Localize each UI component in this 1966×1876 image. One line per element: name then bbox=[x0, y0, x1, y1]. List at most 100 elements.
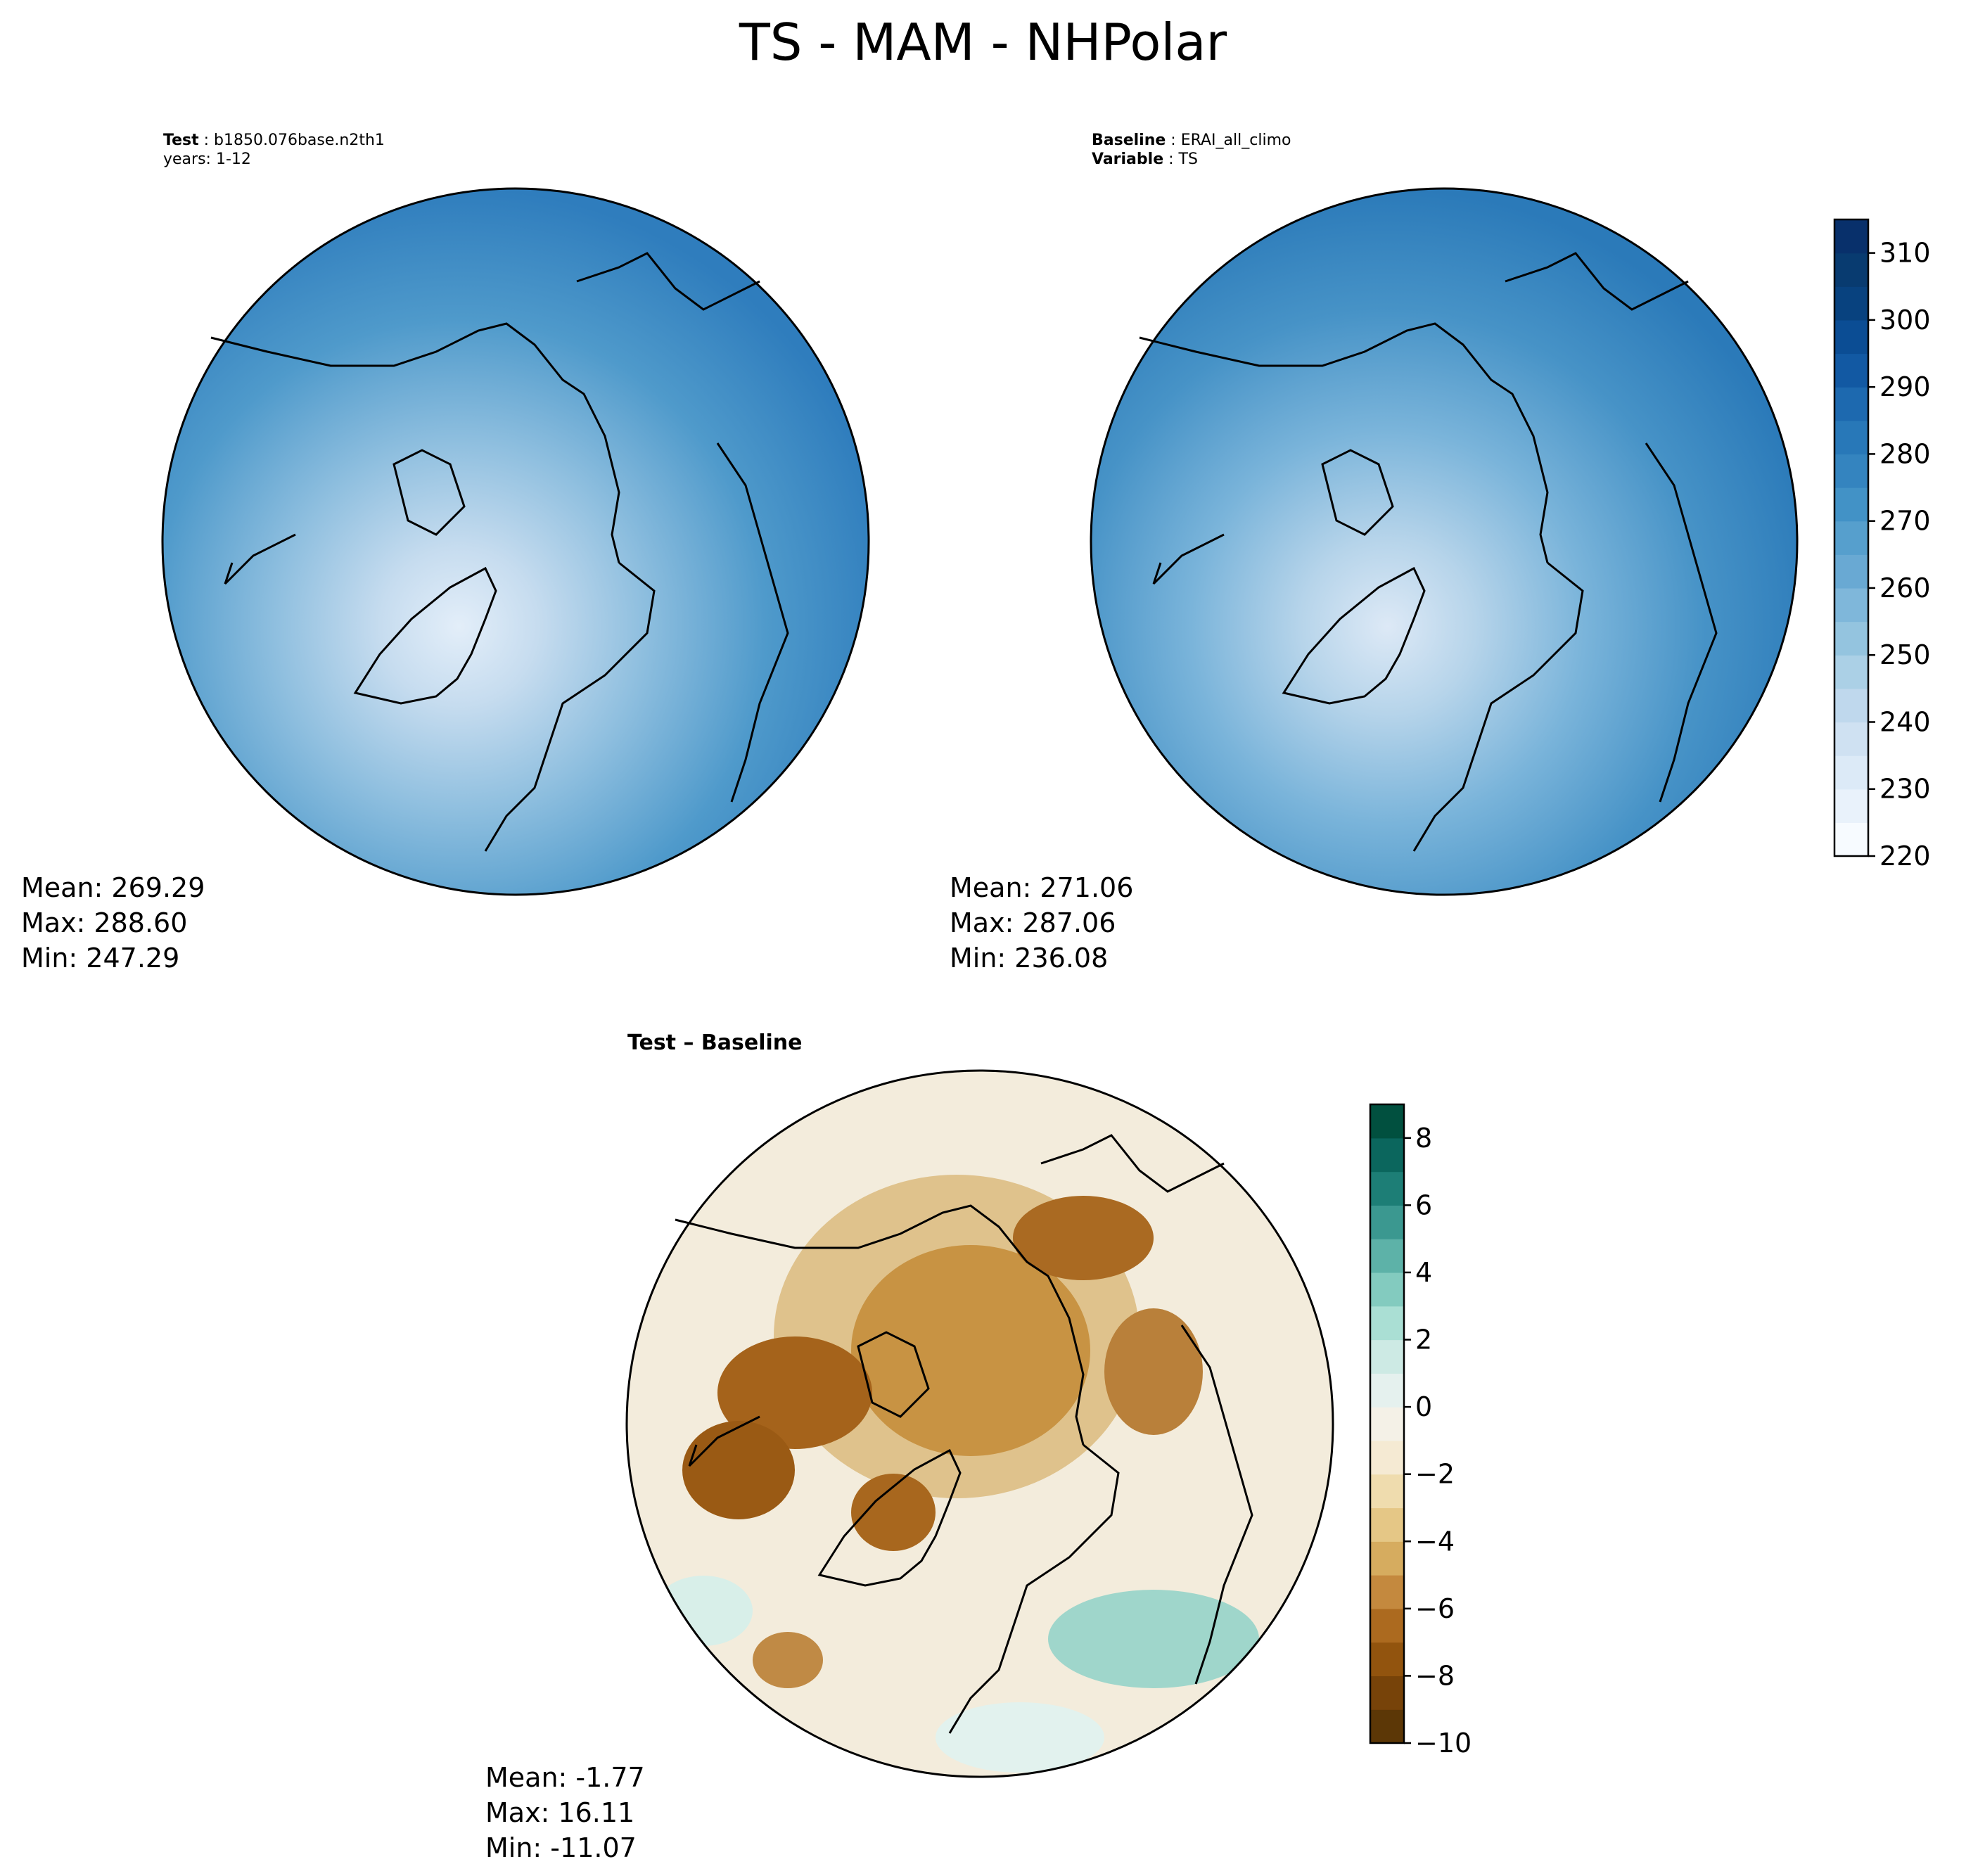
main-colorbar-swatch bbox=[1834, 353, 1868, 388]
diff-colorbar-swatch bbox=[1370, 1642, 1404, 1677]
main-colorbar-swatch bbox=[1834, 420, 1868, 455]
test-map-border bbox=[161, 187, 870, 896]
main-colorbar-tick-label: 300 bbox=[1879, 305, 1931, 336]
diff-colorbar-swatch bbox=[1370, 1171, 1404, 1206]
test-map-coastline-greenland bbox=[353, 566, 497, 705]
test-map-coastline-americas bbox=[210, 322, 620, 585]
test-map bbox=[161, 187, 870, 896]
test-label: Test : b1850.076base.n2th1 bbox=[163, 131, 385, 150]
main-colorbar-swatch bbox=[1834, 789, 1868, 823]
baseline-variable: Variable : TS bbox=[1092, 150, 1198, 169]
main-colorbar-tick-label: 310 bbox=[1879, 238, 1931, 269]
diff-anomaly-canada bbox=[717, 1336, 872, 1449]
test-max: Max: 288.60 bbox=[21, 907, 188, 938]
main-colorbar-swatch bbox=[1834, 621, 1868, 656]
diff-colorbar-swatch bbox=[1370, 1575, 1404, 1609]
diff-colorbar-tick-label: −8 bbox=[1415, 1660, 1455, 1691]
baseline-map-coastline-americas bbox=[1139, 322, 1549, 585]
diff-colorbar-swatch bbox=[1370, 1306, 1404, 1341]
diff-colorbar-swatch bbox=[1370, 1541, 1404, 1576]
diff-colorbar-tick-label: 2 bbox=[1415, 1325, 1432, 1355]
baseline-label-sep: : bbox=[1166, 132, 1181, 149]
diff-colorbar-tick-label: 4 bbox=[1415, 1257, 1432, 1288]
test-map-coastline-eurasia bbox=[484, 252, 789, 852]
main-colorbar-tick-label: 250 bbox=[1879, 639, 1931, 670]
diff-colorbar-swatch bbox=[1370, 1339, 1404, 1374]
main-colorbar-swatch bbox=[1834, 688, 1868, 723]
main-colorbar-tick-label: 290 bbox=[1879, 371, 1931, 402]
diff-map-coastline-eurasia bbox=[948, 1134, 1253, 1734]
main-colorbar-swatch bbox=[1834, 387, 1868, 421]
diff-colorbar-tick-label: −6 bbox=[1415, 1593, 1455, 1624]
main-colorbar-swatch bbox=[1834, 755, 1868, 790]
baseline-map bbox=[1090, 187, 1799, 896]
baseline-map-border bbox=[1090, 187, 1799, 896]
diff-title: Test – Baseline bbox=[627, 1030, 803, 1055]
diff-colorbar-border bbox=[1369, 1103, 1405, 1744]
diff-map bbox=[625, 1069, 1334, 1778]
test-label-value: b1850.076base.n2th1 bbox=[214, 132, 385, 149]
main-colorbar-swatch bbox=[1834, 286, 1868, 321]
test-mean: Mean: 269.29 bbox=[21, 872, 205, 903]
diff-colorbar-swatch bbox=[1370, 1239, 1404, 1273]
diff-colorbar-tick-label: 0 bbox=[1415, 1391, 1432, 1422]
test-label-key: Test bbox=[163, 132, 199, 149]
diff-anomaly-core bbox=[851, 1245, 1090, 1456]
diff-colorbar-swatch bbox=[1370, 1407, 1404, 1441]
main-colorbar-swatch bbox=[1834, 454, 1868, 488]
main-colorbar-border bbox=[1833, 218, 1870, 857]
diff-anomaly-west bbox=[654, 1576, 753, 1646]
diff-colorbar-swatch bbox=[1370, 1272, 1404, 1307]
baseline-variable-key: Variable bbox=[1092, 151, 1164, 168]
baseline-mean: Mean: 271.06 bbox=[950, 872, 1134, 903]
diff-stats: Mean: -1.77 Max: 16.11 Min: -11.07 bbox=[485, 1760, 645, 1865]
diff-mean: Mean: -1.77 bbox=[485, 1762, 645, 1793]
diff-map-anomalies bbox=[654, 1175, 1259, 1773]
diff-map-border bbox=[625, 1069, 1334, 1778]
diff-anomaly-siberia bbox=[1013, 1196, 1154, 1280]
baseline-label-value: ERAI_all_climo bbox=[1180, 132, 1291, 149]
diff-colorbar-swatch bbox=[1370, 1474, 1404, 1509]
figure-title: TS - MAM - NHPolar bbox=[739, 13, 1227, 72]
test-label-sep: : bbox=[198, 132, 215, 149]
main-colorbar-swatch bbox=[1834, 587, 1868, 623]
baseline-map-coastline-eurasia bbox=[1412, 252, 1718, 852]
diff-colorbar: −10 −8 −6 −4 −2 0 2 4 6 8 bbox=[1369, 1103, 1472, 1759]
diff-colorbar-swatch bbox=[1370, 1373, 1404, 1408]
diff-max: Max: 16.11 bbox=[485, 1797, 635, 1828]
diff-colorbar-tick-label: −10 bbox=[1415, 1728, 1472, 1759]
baseline-label: Baseline : ERAI_all_climo bbox=[1092, 131, 1291, 150]
diff-colorbar-tick-label: 6 bbox=[1415, 1189, 1432, 1220]
main-colorbar-tick-label: 280 bbox=[1879, 438, 1931, 469]
baseline-label-key: Baseline bbox=[1092, 132, 1166, 149]
diff-colorbar-swatch bbox=[1370, 1676, 1404, 1710]
main-colorbar-tick-label: 230 bbox=[1879, 774, 1931, 805]
baseline-min: Min: 236.08 bbox=[950, 943, 1109, 974]
diff-map-coastline-americas bbox=[675, 1204, 1085, 1467]
diff-anomaly-alaska bbox=[682, 1421, 795, 1519]
main-colorbar-swatch bbox=[1834, 487, 1868, 522]
diff-anomaly-south bbox=[936, 1702, 1104, 1773]
test-stats: Mean: 269.29 Max: 288.60 Min: 247.29 bbox=[21, 870, 205, 976]
diff-anomaly-greenland bbox=[851, 1474, 936, 1551]
baseline-map-coastline-greenland bbox=[1282, 566, 1426, 705]
main-colorbar-swatch bbox=[1834, 822, 1868, 857]
main-colorbar: 220 230 240 250 260 270 280 290 300 310 bbox=[1833, 218, 1931, 872]
baseline-variable-sep: : bbox=[1163, 151, 1179, 168]
main-colorbar-swatch bbox=[1834, 554, 1868, 589]
baseline-variable-value: TS bbox=[1178, 151, 1198, 168]
diff-colorbar-swatch bbox=[1370, 1709, 1404, 1744]
diff-colorbar-tick-label: 8 bbox=[1415, 1123, 1432, 1154]
diff-colorbar-swatch bbox=[1370, 1205, 1404, 1239]
diff-colorbar-swatch bbox=[1370, 1440, 1404, 1475]
main-colorbar-tick-label: 270 bbox=[1879, 506, 1931, 537]
main-colorbar-tick-label: 240 bbox=[1879, 706, 1931, 737]
main-colorbar-swatch bbox=[1834, 722, 1868, 756]
diff-colorbar-tick-label: −2 bbox=[1415, 1459, 1455, 1490]
diff-colorbar-tick-label: −4 bbox=[1415, 1526, 1455, 1557]
main-colorbar-swatch bbox=[1834, 655, 1868, 689]
diff-anomaly-europe bbox=[1048, 1590, 1259, 1688]
diff-anomaly-east bbox=[1104, 1308, 1203, 1435]
baseline-max: Max: 287.06 bbox=[950, 907, 1116, 938]
